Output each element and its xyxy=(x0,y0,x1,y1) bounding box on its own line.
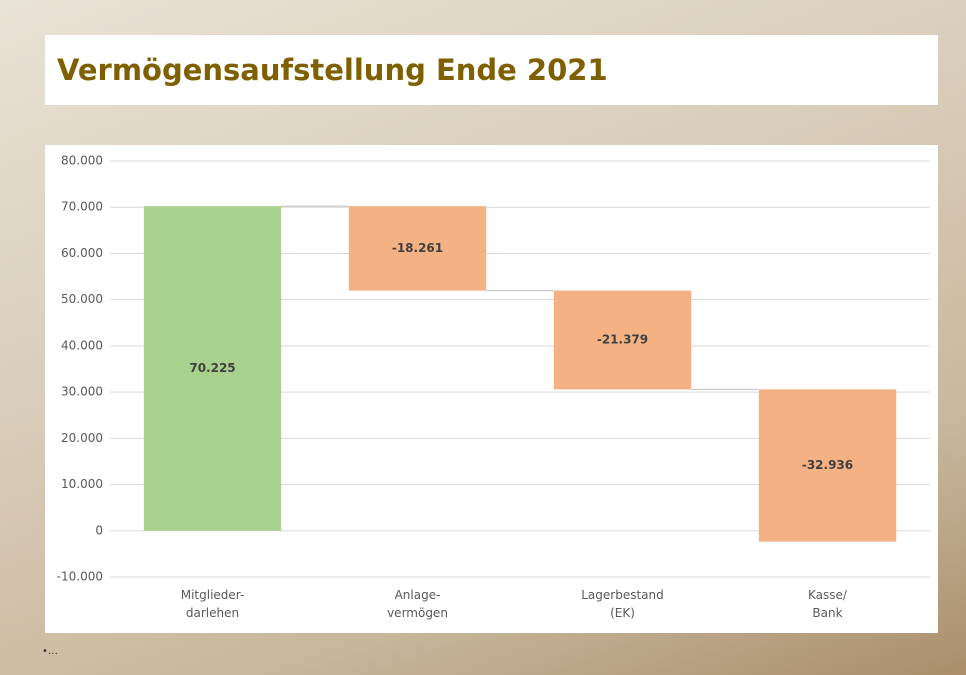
y-tick-label: 30.000 xyxy=(61,385,103,399)
value-label: -32.936 xyxy=(802,458,853,472)
x-tick-label: Kasse/ Bank xyxy=(728,586,928,622)
y-tick-label: -10.000 xyxy=(57,570,103,584)
y-tick-label: 40.000 xyxy=(61,338,103,352)
value-label: 70.225 xyxy=(189,361,235,375)
chart: -10.000 0 10.000 20.000 30.000 40.000 50.000 60… xyxy=(0,0,966,675)
y-tick-label: 80.000 xyxy=(61,154,103,168)
y-tick-label: 20.000 xyxy=(61,431,103,445)
value-label: -18.261 xyxy=(392,241,443,255)
y-tick-label: 60.000 xyxy=(61,246,103,260)
y-tick-label: 50.000 xyxy=(61,292,103,306)
value-label: -21.379 xyxy=(597,332,648,346)
x-tick-label: Anlage- vermögen xyxy=(318,586,518,622)
y-tick-label: 0 xyxy=(95,523,103,537)
y-tick-label: 10.000 xyxy=(61,477,103,491)
x-tick-label: Mitglieder- darlehen xyxy=(113,586,313,622)
y-tick-label: 70.000 xyxy=(61,200,103,214)
slide: Vermögensaufstellung Ende 2021 -10.00001… xyxy=(0,0,966,675)
footnote: •… xyxy=(42,646,58,657)
x-tick-label: Lagerbestand (EK) xyxy=(523,586,723,622)
